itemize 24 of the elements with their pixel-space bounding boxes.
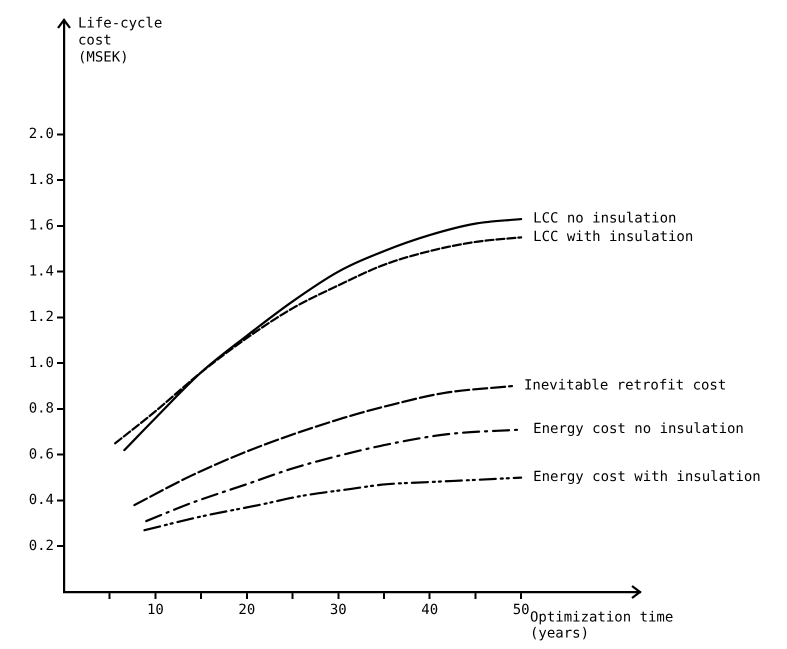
x-tick-label: 50 — [512, 602, 530, 618]
y-tick-label: 1.8 — [28, 172, 54, 188]
series-label: LCC no insulation — [533, 210, 676, 227]
y-tick-label: 0.8 — [28, 400, 54, 417]
series-label: LCC with insulation — [533, 229, 694, 245]
x-axis-title: Optimization time (years) — [530, 610, 674, 642]
x-tick-label: 10 — [147, 602, 164, 618]
y-axis-title: Life-cycle cost (MSEK) — [78, 16, 162, 66]
series-label: Energy cost with insulation — [533, 469, 761, 486]
y-tick-label: 1.4 — [28, 263, 54, 280]
series-label: Energy cost no insulation — [533, 421, 744, 438]
y-tick-label: 1.2 — [28, 309, 54, 326]
line-series — [133, 384, 514, 506]
series-label: Inevitable retrofit cost — [524, 378, 726, 394]
line-series — [143, 476, 522, 532]
y-tick-label: 2.0 — [28, 126, 54, 142]
x-tick-label: 20 — [238, 602, 256, 618]
x-tick-label: 30 — [330, 602, 347, 618]
y-tick-label: 1.6 — [28, 218, 54, 234]
x-tick-label: 40 — [421, 602, 438, 618]
y-tick-label: 0.2 — [28, 538, 54, 554]
y-tick-label: 0.6 — [28, 446, 54, 462]
y-tick-label: 0.4 — [28, 492, 54, 508]
y-tick-label: 1.0 — [28, 354, 54, 371]
